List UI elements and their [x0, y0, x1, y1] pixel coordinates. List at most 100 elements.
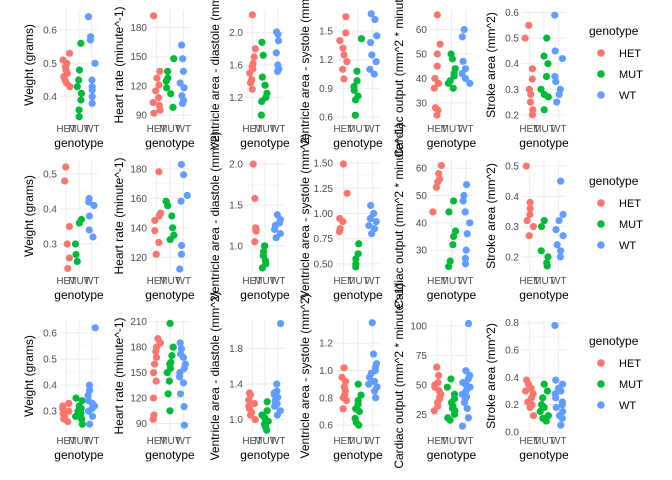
- x-tick-label: WT: [365, 276, 381, 287]
- point-het: [61, 177, 69, 185]
- x-tick-label: HET: [147, 436, 167, 447]
- legend-key-het: [597, 199, 605, 207]
- y-axis-title: Stroke area (mm^2): [484, 163, 498, 269]
- y-tick-label: 1.50: [314, 159, 334, 170]
- y-tick-label: 0.2: [505, 110, 519, 121]
- point-wt: [460, 25, 468, 34]
- point-mut: [168, 212, 176, 220]
- x-tick-label: MUT: [68, 124, 90, 135]
- point-mut: [77, 89, 86, 97]
- x-tick-label: MUT: [533, 436, 555, 447]
- y-axis-title: Ventricle area - systole (mm^2): [298, 293, 312, 458]
- point-het: [152, 87, 160, 95]
- x-tick-label: WT: [84, 436, 100, 447]
- x-axis-title: genotype: [54, 288, 104, 302]
- point-wt: [365, 380, 373, 388]
- x-tick-label: WT: [176, 276, 192, 287]
- y-axis-title: Ventricle area - diastole (mm^2): [208, 291, 222, 460]
- point-mut: [164, 202, 172, 210]
- y-tick-label: 0.4: [43, 92, 57, 103]
- y-tick-label: 160: [130, 194, 147, 205]
- point-mut: [537, 247, 545, 255]
- y-tick-label: 180: [130, 343, 147, 354]
- y-axis-title: Stroke area (mm^2): [484, 323, 498, 429]
- x-axis-title: genotype: [240, 448, 290, 462]
- point-mut: [71, 240, 80, 248]
- point-het: [433, 62, 441, 70]
- point-het: [152, 347, 160, 355]
- x-axis-title: genotype: [145, 448, 195, 462]
- point-wt: [177, 160, 185, 169]
- point-mut: [163, 369, 171, 377]
- point-mut: [536, 407, 544, 416]
- point-wt: [272, 49, 280, 57]
- point-het: [250, 399, 259, 408]
- x-tick-label: MUT: [441, 124, 463, 135]
- point-het: [59, 404, 67, 413]
- y-axis-title: Weight (grams): [22, 175, 36, 257]
- point-het: [246, 411, 255, 419]
- y-tick-label: 0.4: [505, 373, 519, 384]
- y-tick-label: 0.75: [314, 234, 334, 245]
- point-wt: [183, 191, 191, 199]
- point-het: [151, 216, 159, 225]
- x-axis-title: genotype: [333, 136, 383, 150]
- x-tick-label: WT: [551, 124, 567, 135]
- x-tick-label: MUT: [441, 436, 463, 447]
- x-axis-title: genotype: [54, 448, 104, 462]
- y-tick-label: 30: [416, 98, 428, 109]
- y-tick-label: 50: [416, 191, 428, 202]
- x-tick-label: HET: [56, 124, 76, 135]
- point-het: [525, 232, 533, 240]
- point-het: [343, 58, 351, 66]
- point-het: [430, 407, 438, 415]
- point-mut: [162, 84, 171, 92]
- point-het: [65, 49, 74, 57]
- x-axis-title: genotype: [427, 448, 477, 462]
- y-tick-label: 0.8: [319, 393, 333, 404]
- point-mut: [166, 407, 174, 415]
- x-axis-title: genotype: [145, 136, 195, 150]
- point-mut: [444, 79, 453, 87]
- x-tick-label: WT: [84, 276, 100, 287]
- point-wt: [461, 208, 469, 216]
- point-wt: [271, 402, 279, 410]
- point-wt: [177, 250, 186, 258]
- point-wt: [559, 210, 567, 219]
- point-mut: [72, 394, 80, 402]
- point-wt: [460, 398, 469, 407]
- x-tick-label: WT: [270, 276, 286, 287]
- y-tick-label: 150: [130, 368, 147, 379]
- x-tick-label: HET: [242, 436, 262, 447]
- y-tick-label: 0.6: [505, 346, 519, 357]
- x-tick-label: MUT: [347, 436, 369, 447]
- point-mut: [169, 343, 177, 351]
- point-wt: [464, 375, 472, 383]
- y-tick-label: 0.2: [505, 400, 519, 411]
- point-wt: [179, 171, 188, 179]
- x-tick-label: WT: [458, 276, 474, 287]
- point-het: [433, 11, 441, 19]
- point-het: [150, 360, 159, 368]
- x-tick-label: HET: [333, 276, 353, 287]
- point-het: [149, 415, 157, 423]
- x-tick-label: WT: [270, 124, 286, 135]
- point-mut: [543, 34, 551, 42]
- x-tick-label: HET: [427, 276, 447, 287]
- y-tick-label: 1.0: [319, 366, 333, 377]
- point-het: [64, 417, 72, 426]
- point-mut: [258, 97, 266, 105]
- point-mut: [450, 197, 458, 205]
- point-het: [435, 170, 443, 178]
- point-wt: [464, 319, 473, 328]
- point-wt: [552, 78, 560, 86]
- point-mut: [168, 352, 176, 360]
- point-het: [249, 160, 257, 168]
- point-wt: [178, 99, 187, 108]
- point-mut: [449, 241, 457, 249]
